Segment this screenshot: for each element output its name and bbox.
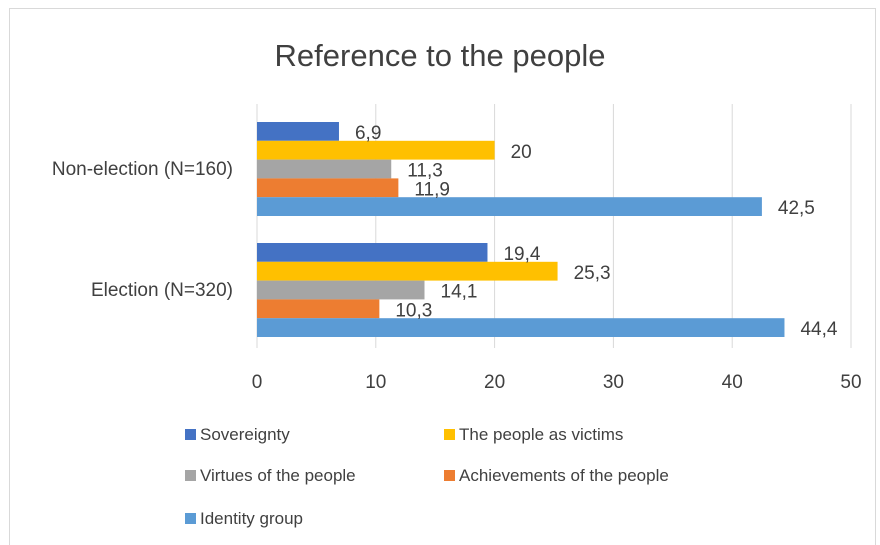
data-label: 19,4 <box>503 244 540 265</box>
chart-title: Reference to the people <box>275 38 606 73</box>
bar-identity-group <box>257 197 762 216</box>
legend-item-achievements-of-the-people: Achievements of the people <box>444 466 669 485</box>
bar-virtues-of-the-people <box>257 280 425 300</box>
x-tick-labels: 0 10 20 30 40 50 <box>252 372 862 393</box>
legend-swatch <box>444 429 455 440</box>
x-tick-label: 20 <box>484 372 505 393</box>
bars <box>257 122 785 337</box>
data-label: 14,1 <box>441 282 478 303</box>
category-label: Non-election (N=160) <box>52 159 233 180</box>
legend-label: Virtues of the people <box>200 466 356 485</box>
bar-achievements-of-the-people <box>257 178 399 198</box>
bar-achievements-of-the-people <box>257 299 380 319</box>
x-tick-label: 50 <box>840 372 861 393</box>
legend-swatch <box>185 429 196 440</box>
data-label: 44,4 <box>800 319 837 340</box>
data-label: 25,3 <box>574 263 611 284</box>
legend-swatch <box>185 470 196 481</box>
legend: Sovereignty The people as victims Virtues … <box>185 425 669 528</box>
x-tick-label: 0 <box>252 372 263 393</box>
data-label: 42,5 <box>778 198 815 219</box>
data-label: 6,9 <box>355 123 381 144</box>
data-labels: 6,9 20 11,311,9 42,5 19,4 25,3 14,1 10,3 44,4 <box>355 123 838 340</box>
data-label: 11,3 <box>407 161 443 182</box>
x-tick-label: 10 <box>365 372 386 393</box>
legend-label: The people as victims <box>459 425 623 444</box>
legend-label: Sovereignty <box>200 425 290 444</box>
category-labels: Non-election (N=160) Election (N=320) <box>52 159 233 301</box>
legend-item-identity-group: Identity group <box>185 509 303 528</box>
x-tick-label: 30 <box>603 372 624 393</box>
legend-swatch <box>444 470 455 481</box>
bar-sovereignty <box>257 122 339 141</box>
category-label: Election (N=320) <box>91 280 233 301</box>
bar-sovereignty <box>257 243 488 262</box>
data-label: 11,9 <box>414 179 450 200</box>
bar-the-people-as-victims <box>257 140 495 160</box>
data-label: 10,3 <box>395 300 432 321</box>
legend-item-sovereignty: Sovereignty <box>185 425 290 444</box>
bar-identity-group <box>257 318 785 337</box>
bar-virtues-of-the-people <box>257 159 392 179</box>
legend-item-virtues-of-the-people: Virtues of the people <box>185 466 356 485</box>
bar-the-people-as-victims <box>257 261 558 281</box>
legend-label: Identity group <box>200 509 303 528</box>
legend-swatch <box>185 513 196 524</box>
legend-item-the-people-as-victims: The people as victims <box>444 425 623 444</box>
data-label: 20 <box>511 142 532 163</box>
x-tick-label: 40 <box>722 372 743 393</box>
legend-label: Achievements of the people <box>459 466 669 485</box>
